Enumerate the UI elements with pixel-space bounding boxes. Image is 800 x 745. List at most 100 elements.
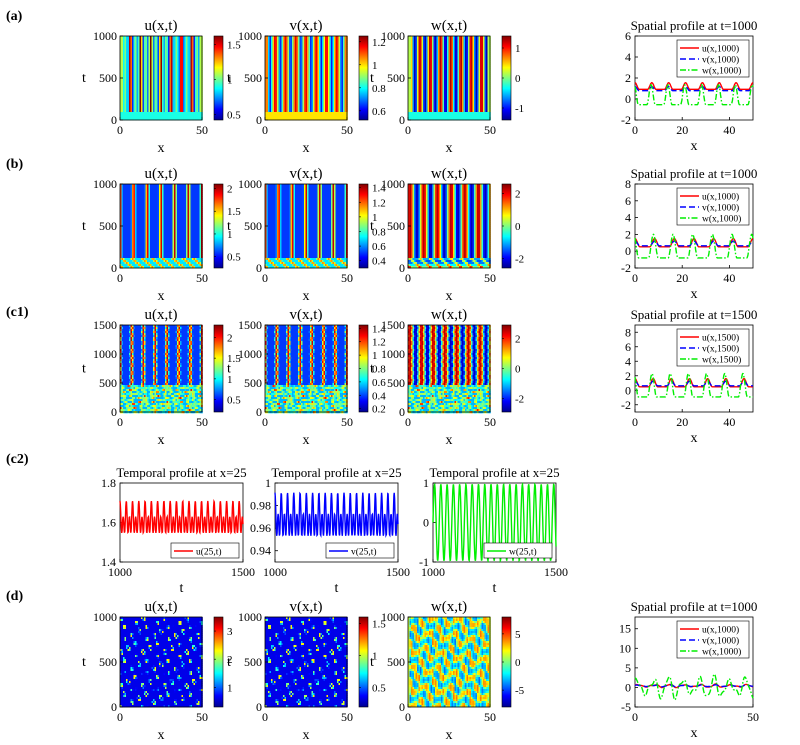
y-tick-label: 500 bbox=[99, 71, 117, 85]
chart-title: u(x,t) bbox=[145, 18, 178, 34]
legend-label: w(25,t) bbox=[509, 547, 537, 558]
y-tick-label: 1500 bbox=[238, 318, 262, 332]
colorbar-tick-label: -1 bbox=[515, 103, 524, 115]
x-axis-label: x bbox=[303, 289, 310, 304]
y-tick-label: 0.94 bbox=[250, 544, 271, 558]
colorbar-tick-label: -2 bbox=[515, 394, 524, 406]
x-tick-label: 0 bbox=[632, 415, 638, 429]
y-tick-label: -2 bbox=[621, 398, 631, 412]
x-tick-label: 0 bbox=[405, 271, 411, 285]
colorbar-tick-label: 0.6 bbox=[372, 377, 386, 389]
legend-label: w(x,1000) bbox=[702, 214, 741, 225]
legend-label: v(x,1000) bbox=[702, 636, 739, 647]
x-tick-label: 0 bbox=[117, 415, 123, 429]
y-tick-label: -2 bbox=[621, 113, 631, 127]
x-axis-label: x bbox=[158, 433, 165, 448]
y-tick-label: 15 bbox=[619, 622, 631, 636]
y-tick-label: 8 bbox=[625, 177, 631, 191]
x-tick-label: 50 bbox=[484, 123, 496, 137]
colorbar-tick-label: 5 bbox=[515, 629, 521, 641]
legend: w(25,t) bbox=[484, 543, 552, 558]
x-tick-label: 50 bbox=[196, 271, 208, 285]
colorbar-tick-label: 1.5 bbox=[227, 206, 241, 218]
y-axis-label: t bbox=[227, 655, 231, 670]
chart-title: v(x,t) bbox=[290, 307, 323, 323]
x-tick-label: 20 bbox=[676, 123, 688, 137]
y-tick-label: 500 bbox=[244, 219, 262, 233]
chart-title: v(x,t) bbox=[290, 599, 323, 615]
y-tick-label: 0 bbox=[625, 244, 631, 258]
x-axis-label: x bbox=[158, 728, 165, 743]
colorbar-tick-label: 0 bbox=[515, 657, 521, 669]
legend-label: v(x,1500) bbox=[702, 344, 739, 355]
colorbar-tick-label: 1 bbox=[372, 350, 378, 362]
x-tick-label: 0 bbox=[117, 123, 123, 137]
colorbar-tick-label: 0.2 bbox=[372, 404, 386, 416]
y-tick-label: 0 bbox=[423, 516, 429, 530]
heatmap-field bbox=[408, 617, 491, 707]
colorbar bbox=[359, 36, 368, 120]
x-tick-label: 0 bbox=[262, 415, 268, 429]
y-tick-label: 2 bbox=[625, 369, 631, 383]
x-tick-label: 40 bbox=[723, 415, 735, 429]
x-tick-label: 0 bbox=[117, 271, 123, 285]
figure: (a) (b) (c1) (c2) (d) u(x,t)050010000 50x… bbox=[0, 0, 800, 745]
colorbar-tick-label: 0.8 bbox=[372, 226, 386, 238]
chart-c2-v: Temporal profile at x=250.940.960.981100… bbox=[250, 465, 410, 596]
legend: u(x,1500)v(x,1500)w(x,1500) bbox=[677, 329, 749, 366]
y-tick-label: 6 bbox=[625, 29, 631, 43]
colorbar-tick-label: 0.6 bbox=[372, 106, 386, 118]
chart-title: Temporal profile at x=25 bbox=[429, 465, 559, 480]
legend: u(x,1000)v(x,1000)w(x,1000) bbox=[677, 188, 749, 225]
chart-title: w(x,t) bbox=[431, 18, 467, 34]
chart-title: Temporal profile at x=25 bbox=[271, 465, 401, 480]
colorbar-tick-label: -2 bbox=[515, 253, 524, 265]
legend-label: w(x,1000) bbox=[702, 647, 741, 658]
colorbar-tick-label: 1 bbox=[372, 60, 378, 72]
x-tick-label: 50 bbox=[196, 123, 208, 137]
y-tick-label: 1.6 bbox=[101, 516, 116, 530]
chart-title: u(x,t) bbox=[145, 166, 178, 182]
y-tick-label: 4 bbox=[625, 354, 631, 368]
x-tick-label: 1500 bbox=[386, 565, 410, 579]
panel-label-c2: (c2) bbox=[6, 452, 29, 467]
x-axis-label: t bbox=[180, 581, 184, 596]
x-tick-label: 1000 bbox=[263, 565, 287, 579]
colorbar bbox=[359, 184, 368, 268]
colorbar-tick-label: 0.5 bbox=[227, 109, 241, 121]
colorbar-tick-label: 2 bbox=[515, 334, 521, 346]
x-axis-label: x bbox=[446, 433, 453, 448]
colorbar-tick-label: 0.4 bbox=[372, 256, 386, 268]
y-tick-label: 1 bbox=[265, 476, 271, 490]
colorbar-tick-label: 0 bbox=[515, 73, 521, 85]
x-tick-label: 0 bbox=[262, 123, 268, 137]
colorbar-tick-label: -5 bbox=[515, 685, 525, 697]
y-tick-label: 0.98 bbox=[250, 499, 271, 513]
heatmap-field bbox=[120, 36, 203, 120]
legend: u(x,1000)v(x,1000)w(x,1000) bbox=[677, 40, 749, 77]
colorbar bbox=[214, 184, 223, 268]
y-axis-label: t bbox=[370, 71, 374, 86]
y-axis-label: t bbox=[227, 362, 231, 377]
y-tick-label: 1000 bbox=[238, 177, 262, 191]
y-tick-label: 1500 bbox=[93, 318, 117, 332]
y-tick-label: -5 bbox=[621, 700, 631, 714]
x-tick-label: 0 bbox=[632, 710, 638, 724]
heatmap-field bbox=[265, 325, 348, 413]
x-tick-label: 20 bbox=[676, 271, 688, 285]
x-axis-label: t bbox=[335, 581, 339, 596]
legend: v(25,t) bbox=[326, 543, 394, 558]
y-axis-label: t bbox=[82, 219, 86, 234]
legend-label: u(x,1000) bbox=[702, 192, 739, 203]
legend-label: v(25,t) bbox=[351, 547, 377, 558]
y-tick-label: 1000 bbox=[93, 347, 117, 361]
